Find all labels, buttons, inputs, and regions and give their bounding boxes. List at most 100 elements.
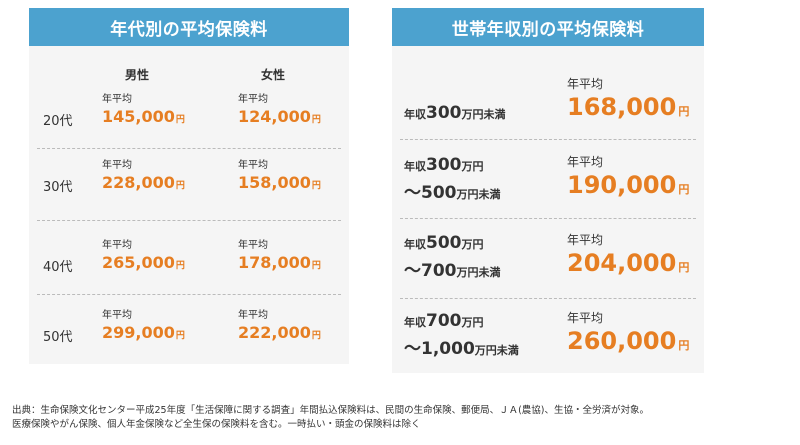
age-panel-title: 年代別の平均保険料 [29,8,349,46]
income-suffix: 万円 [461,316,484,329]
row-divider [400,139,696,140]
income-premium-cell: 年平均 190,000 円 [567,154,689,200]
income-row-under-300: 年収300万円未満 年平均 168,000 円 [392,70,704,150]
income-suffix: 万円未満 [456,266,501,279]
income-suffix: 万円 [461,160,484,173]
annual-average-label: 年平均 [238,240,268,251]
income-number: 500 [421,183,457,203]
row-divider [400,218,696,219]
yen-unit: 円 [175,331,185,341]
annual-average-label: 年平均 [102,94,132,105]
income-premium-cell: 年平均 168,000 円 [567,76,689,122]
footnote-line-2: 医療保険やがん保険、個人年金保険など全生保の保険料を含む。一時払い・頭金の保険料… [12,419,421,430]
yen-unit: 円 [678,183,690,196]
income-number: 1,000 [421,339,475,359]
income-average-premium-panel: 世帯年収別の平均保険料 年収300万円未満 年平均 168,000 円 年収300… [392,8,704,373]
yen-unit: 円 [175,181,185,191]
range-tilde: ～ [404,261,421,281]
annual-average-label: 年平均 [567,77,604,91]
income-range-label: 年収300万円未満 [404,100,506,128]
income-number: 500 [426,233,462,253]
female-premium-value: 178,000 [238,253,311,272]
income-number: 300 [426,103,462,123]
male-premium-cell: 年平均 299,000円 [102,310,185,344]
male-premium-value: 228,000 [102,173,175,192]
age-row-20s: 20代 年平均 145,000円 年平均 124,000円 [29,88,349,148]
income-premium-value: 168,000 [567,93,677,121]
yen-unit: 円 [175,115,185,125]
annual-average-label: 年平均 [567,311,604,325]
age-label: 30代 [43,180,73,195]
yen-unit: 円 [311,115,321,125]
income-prefix: 年収 [404,108,426,121]
yen-unit: 円 [678,261,690,274]
female-premium-cell: 年平均 124,000円 [238,94,321,128]
income-range-label: 年収500万円 ～700万円未満 [404,230,501,286]
income-premium-value: 260,000 [567,327,677,355]
male-premium-value: 265,000 [102,253,175,272]
range-tilde: ～ [404,339,421,359]
row-divider [37,148,341,149]
footnote-line-1: 出典：生命保険文化センター平成25年度「生活保障に関する調査」年間払込保険料は、… [12,405,650,416]
yen-unit: 円 [311,331,321,341]
female-premium-value: 124,000 [238,107,311,126]
age-row-40s: 40代 年平均 265,000円 年平均 178,000円 [29,234,349,294]
female-column-header: 女性 [261,68,286,82]
income-row-300-500: 年収300万円 ～500万円未満 年平均 190,000 円 [392,148,704,228]
age-row-30s: 30代 年平均 228,000円 年平均 158,000円 [29,154,349,214]
income-number: 700 [421,261,457,281]
income-prefix: 年収 [404,160,426,173]
income-premium-value: 190,000 [567,171,677,199]
yen-unit: 円 [678,339,690,352]
female-premium-value: 158,000 [238,173,311,192]
female-premium-cell: 年平均 178,000円 [238,240,321,274]
annual-average-label: 年平均 [102,160,132,171]
female-premium-cell: 年平均 222,000円 [238,310,321,344]
age-label: 20代 [43,114,73,129]
income-premium-cell: 年平均 204,000 円 [567,232,689,278]
annual-average-label: 年平均 [567,233,604,247]
income-row-500-700: 年収500万円 ～700万円未満 年平均 204,000 円 [392,228,704,308]
row-divider [400,298,696,299]
income-prefix: 年収 [404,316,426,329]
income-premium-cell: 年平均 260,000 円 [567,310,689,356]
annual-average-label: 年平均 [238,160,268,171]
annual-average-label: 年平均 [102,310,132,321]
income-number: 700 [426,311,462,331]
age-row-50s: 50代 年平均 299,000円 年平均 222,000円 [29,304,349,364]
male-premium-value: 299,000 [102,323,175,342]
income-range-label: 年収300万円 ～500万円未満 [404,152,501,208]
row-divider [37,220,341,221]
age-label: 50代 [43,330,73,345]
range-tilde: ～ [404,183,421,203]
annual-average-label: 年平均 [102,240,132,251]
yen-unit: 円 [311,261,321,271]
yen-unit: 円 [175,261,185,271]
annual-average-label: 年平均 [567,155,604,169]
age-column-headers: 男性 女性 [29,66,349,84]
age-average-premium-panel: 年代別の平均保険料 男性 女性 20代 年平均 145,000円 年平均 124… [29,8,349,364]
income-suffix: 万円未満 [474,344,519,357]
income-suffix: 万円 [461,238,484,251]
male-premium-cell: 年平均 228,000円 [102,160,185,194]
female-premium-cell: 年平均 158,000円 [238,160,321,194]
income-row-700-1000: 年収700万円 ～1,000万円未満 年平均 260,000 円 [392,306,704,386]
income-prefix: 年収 [404,238,426,251]
annual-average-label: 年平均 [238,94,268,105]
yen-unit: 円 [678,105,690,118]
income-suffix: 万円未満 [456,188,501,201]
income-panel-title: 世帯年収別の平均保険料 [392,8,704,46]
annual-average-label: 年平均 [238,310,268,321]
male-column-header: 男性 [125,68,150,82]
income-suffix: 万円未満 [461,108,506,121]
male-premium-cell: 年平均 265,000円 [102,240,185,274]
yen-unit: 円 [311,181,321,191]
income-range-label: 年収700万円 ～1,000万円未満 [404,308,519,364]
income-premium-value: 204,000 [567,249,677,277]
source-footnote: 出典：生命保険文化センター平成25年度「生活保障に関する調査」年間払込保険料は、… [12,404,792,432]
income-number: 300 [426,155,462,175]
male-premium-value: 145,000 [102,107,175,126]
male-premium-cell: 年平均 145,000円 [102,94,185,128]
female-premium-value: 222,000 [238,323,311,342]
age-label: 40代 [43,260,73,275]
